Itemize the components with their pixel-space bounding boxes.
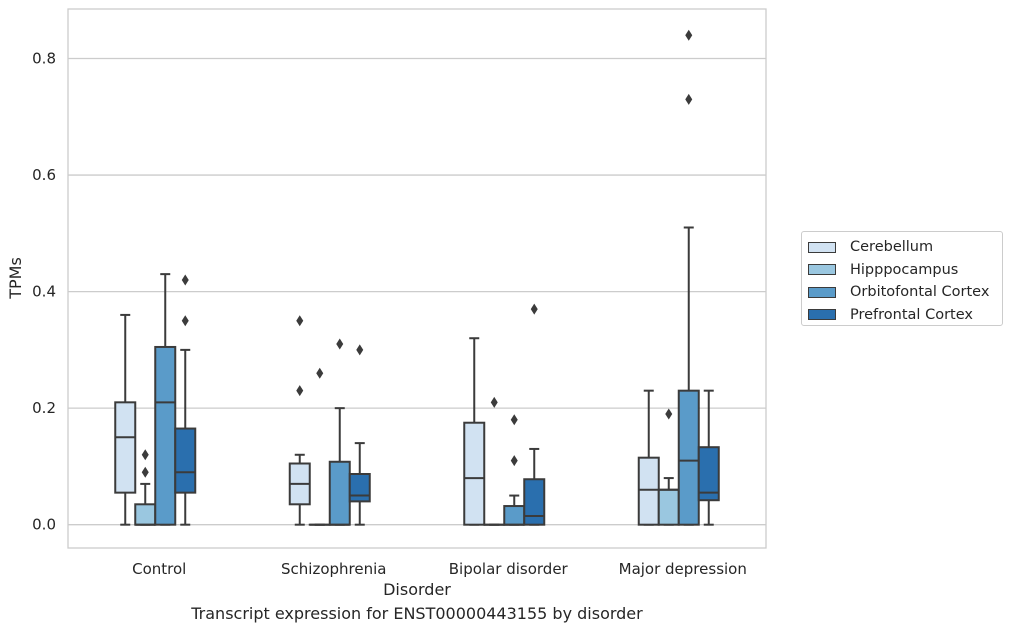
y-tick-labels: 0.0 0.2 0.4 0.6 0.8 bbox=[32, 50, 56, 534]
legend-label: Cerebellum bbox=[850, 239, 934, 256]
x-tick-label: Major depression bbox=[619, 560, 747, 578]
box-orbitofontal-cortex bbox=[677, 29, 700, 526]
x-tick-label: Bipolar disorder bbox=[449, 560, 569, 578]
box-iqr bbox=[348, 472, 371, 503]
outlier-point bbox=[316, 367, 324, 379]
outlier-point bbox=[685, 93, 693, 105]
outlier-point bbox=[356, 344, 364, 356]
y-tick-label: 0.0 bbox=[32, 516, 56, 534]
outlier-point bbox=[530, 303, 538, 315]
legend: Cerebellum Hipppocampus Orbitofontal Corte… bbox=[801, 231, 1003, 326]
box-iqr bbox=[328, 460, 351, 526]
outlier-point bbox=[181, 315, 189, 327]
box-hipppocampus bbox=[308, 367, 331, 526]
legend-item: Hipppocampus bbox=[808, 259, 1002, 282]
box-prefrontal-cortex bbox=[174, 274, 197, 526]
legend-swatch bbox=[808, 264, 836, 276]
box-cerebellum bbox=[463, 337, 486, 526]
box-prefrontal-cortex bbox=[348, 344, 371, 526]
box-iqr bbox=[677, 389, 700, 526]
box-iqr bbox=[523, 478, 546, 526]
box-iqr bbox=[697, 446, 720, 502]
outlier-point bbox=[296, 385, 304, 397]
y-axis-title: TPMs bbox=[6, 257, 25, 300]
box-iqr bbox=[503, 505, 526, 526]
box-cerebellum bbox=[288, 315, 311, 526]
box-hipppocampus bbox=[657, 408, 680, 526]
chart-title: Transcript expression for ENST0000044315… bbox=[191, 604, 643, 623]
outlier-point bbox=[490, 396, 498, 408]
outlier-point bbox=[141, 466, 149, 478]
x-axis-title: Disorder bbox=[383, 580, 451, 599]
legend-swatch bbox=[808, 286, 836, 298]
box-prefrontal-cortex bbox=[523, 303, 546, 526]
outlier-point bbox=[181, 274, 189, 286]
box-prefrontal-cortex bbox=[697, 389, 720, 526]
x-tick-labels: Control Schizophrenia Bipolar disorder Majo… bbox=[132, 560, 747, 578]
outlier-point bbox=[685, 29, 693, 41]
legend-label: Hipppocampus bbox=[850, 261, 959, 278]
y-tick-label: 0.6 bbox=[32, 166, 56, 184]
legend-swatch bbox=[808, 309, 836, 321]
box-iqr bbox=[114, 401, 137, 494]
legend-label: Orbitofontal Cortex bbox=[850, 284, 990, 301]
legend-swatch bbox=[808, 241, 836, 253]
legend-item: Cerebellum bbox=[808, 236, 1002, 259]
box-cerebellum bbox=[114, 313, 137, 526]
box-iqr bbox=[463, 421, 486, 526]
outlier-point bbox=[665, 408, 673, 420]
outlier-point bbox=[141, 449, 149, 461]
box-hipppocampus bbox=[134, 449, 157, 526]
box-groups bbox=[114, 29, 720, 526]
box-orbitofontal-cortex bbox=[503, 414, 526, 526]
outlier-point bbox=[510, 455, 518, 467]
legend-item: Orbitofontal Cortex bbox=[808, 281, 1002, 304]
box-iqr bbox=[657, 488, 680, 526]
y-tick-label: 0.8 bbox=[32, 50, 56, 68]
y-tick-label: 0.2 bbox=[32, 399, 56, 417]
x-tick-label: Schizophrenia bbox=[281, 560, 386, 578]
box-iqr bbox=[637, 456, 660, 526]
x-tick-label: Control bbox=[132, 560, 186, 578]
y-tick-label: 0.4 bbox=[32, 283, 56, 301]
box-iqr bbox=[134, 503, 157, 526]
legend-label: Prefrontal Cortex bbox=[850, 306, 973, 323]
legend-item: Prefrontal Cortex bbox=[808, 304, 1002, 327]
outlier-point bbox=[336, 338, 344, 350]
box-iqr bbox=[174, 427, 197, 494]
box-hipppocampus bbox=[483, 396, 506, 526]
outlier-point bbox=[510, 414, 518, 426]
box-iqr bbox=[154, 345, 177, 526]
outlier-point bbox=[296, 315, 304, 327]
